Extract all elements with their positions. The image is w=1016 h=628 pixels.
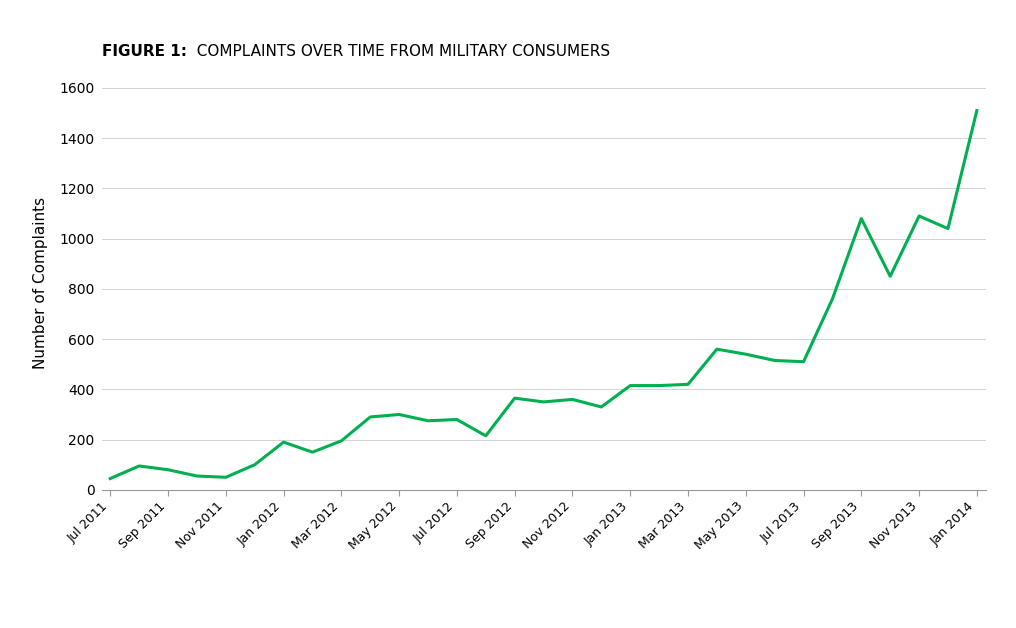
Text: COMPLAINTS OVER TIME FROM MILITARY CONSUMERS: COMPLAINTS OVER TIME FROM MILITARY CONSU… <box>187 44 610 59</box>
Text: FIGURE 1:: FIGURE 1: <box>102 44 187 59</box>
Y-axis label: Number of Complaints: Number of Complaints <box>34 197 49 369</box>
